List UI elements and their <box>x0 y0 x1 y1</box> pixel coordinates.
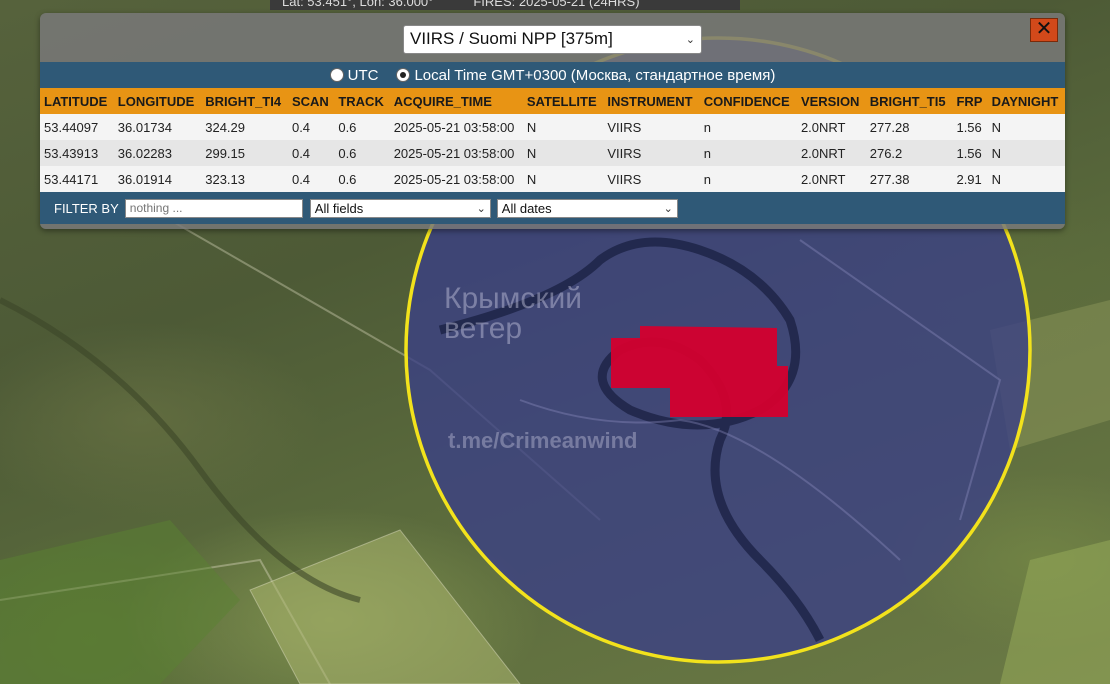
column-header-latitude[interactable]: LATITUDE <box>44 93 108 109</box>
column-header-scan[interactable]: SCAN <box>291 93 329 109</box>
column-header-instrument[interactable]: INSTRUMENT <box>607 93 693 109</box>
chevron-down-icon: ⌄ <box>476 202 486 215</box>
column-header-track[interactable]: TRACK <box>338 93 384 109</box>
popup-header: VIIRS / Suomi NPP [375m] ⌄ ✕ <box>40 13 1065 62</box>
cell-version: 2.0NRT <box>800 119 846 135</box>
chevron-down-icon: ⌄ <box>663 202 673 215</box>
cell-longitude: 36.01734 <box>117 119 172 135</box>
cell-frp: 1.56 <box>956 119 982 135</box>
cell-version: 2.0NRT <box>800 171 846 187</box>
close-icon: ✕ <box>1035 18 1053 40</box>
cell-scan: 0.4 <box>291 145 311 161</box>
column-header-confidence[interactable]: CONFIDENCE <box>703 93 790 109</box>
product-select-value: VIIRS / Suomi NPP [375m] <box>410 29 613 48</box>
cell-confidence: n <box>703 171 711 187</box>
watermark-handle: t.me/Crimeanwind <box>448 428 638 453</box>
cell-daynight: N <box>991 171 1002 187</box>
table-row[interactable]: 53.43913 36.02283 299.15 0.4 0.6 2025-05-21 0… <box>40 140 1065 166</box>
cell-daynight: N <box>991 145 1002 161</box>
cell-scan: 0.4 <box>291 171 311 187</box>
cell-bright-ti5: 277.38 <box>869 171 910 187</box>
utc-label: UTC <box>347 66 379 84</box>
utc-radio[interactable] <box>329 68 344 82</box>
cell-version: 2.0NRT <box>800 145 846 161</box>
cell-daynight: N <box>991 119 1002 135</box>
dates-select-value: All dates <box>501 200 552 216</box>
fires-label: FIRES: 2025-05-21 (24HRS) <box>473 0 640 9</box>
local-time-label: Local Time GMT+0300 (Москва, стандартное… <box>414 66 776 84</box>
cell-bright-ti5: 277.28 <box>869 119 910 135</box>
cell-bright-ti4: 324.29 <box>205 119 245 135</box>
status-strip: Lat: 53.451°, Lon: 36.000° FIRES: 2025-0… <box>270 0 740 10</box>
filter-bar: FILTER BY All fields ⌄ All dates ⌄ <box>40 192 1065 224</box>
table-row[interactable]: 53.44097 36.01734 324.29 0.4 0.6 2025-05-21 0… <box>40 114 1065 140</box>
table-body: 53.44097 36.01734 324.29 0.4 0.6 2025-05-21 0… <box>40 114 1065 192</box>
cell-scan: 0.4 <box>291 119 311 135</box>
cell-acquire-time: 2025-05-21 03:58:00 <box>393 145 515 161</box>
cell-latitude: 53.43913 <box>44 145 99 161</box>
dates-select[interactable]: All dates ⌄ <box>496 198 678 218</box>
cell-acquire-time: 2025-05-21 03:58:00 <box>393 171 515 187</box>
cell-satellite: N <box>526 145 537 161</box>
cell-track: 0.6 <box>338 145 357 161</box>
local-time-radio[interactable] <box>396 68 411 82</box>
fields-select-value: All fields <box>314 200 364 216</box>
fields-select[interactable]: All fields ⌄ <box>309 198 491 218</box>
chevron-down-icon: ⌄ <box>685 33 695 46</box>
cell-acquire-time: 2025-05-21 03:58:00 <box>393 119 515 135</box>
cell-frp: 1.56 <box>956 145 982 161</box>
cell-bright-ti4: 323.13 <box>205 171 245 187</box>
filter-input[interactable] <box>124 198 303 218</box>
cell-latitude: 53.44171 <box>44 171 99 187</box>
column-header-bright-ti4[interactable]: BRIGHT_TI4 <box>205 93 282 109</box>
cell-bright-ti5: 276.2 <box>869 145 903 161</box>
cell-satellite: N <box>526 119 537 135</box>
time-zone-selector: UTC Local Time GMT+0300 (Москва, стандар… <box>40 62 1065 88</box>
cell-satellite: N <box>526 171 537 187</box>
fire-details-popup: VIIRS / Suomi NPP [375m] ⌄ ✕ UTC Local T… <box>40 13 1065 229</box>
column-header-version[interactable]: VERSION <box>800 93 860 109</box>
local-time-option[interactable]: Local Time GMT+0300 (Москва, стандартное… <box>396 67 775 84</box>
river <box>438 237 825 643</box>
cell-instrument: VIIRS <box>607 145 642 161</box>
cell-instrument: VIIRS <box>607 171 642 187</box>
table-row[interactable]: 53.44171 36.01914 323.13 0.4 0.6 2025-05-21 0… <box>40 166 1065 192</box>
cell-track: 0.6 <box>338 171 357 187</box>
cell-confidence: n <box>703 119 711 135</box>
column-header-daynight[interactable]: DAYNIGHT <box>991 93 1059 109</box>
cell-latitude: 53.44097 <box>44 119 99 135</box>
cell-longitude: 36.01914 <box>117 171 172 187</box>
cell-track: 0.6 <box>338 119 357 135</box>
column-header-bright-ti5[interactable]: BRIGHT_TI5 <box>869 93 946 109</box>
fire-pixel-area <box>611 326 788 417</box>
utc-option[interactable]: UTC <box>329 66 379 84</box>
close-button[interactable]: ✕ <box>1030 18 1058 42</box>
filter-label: FILTER BY <box>54 200 119 216</box>
watermark-title: Крымский ветер <box>444 282 582 345</box>
cell-instrument: VIIRS <box>607 119 642 135</box>
column-header-acquire-time[interactable]: ACQUIRE_TIME <box>393 93 492 109</box>
fire-data-table: LATITUDE LONGITUDE BRIGHT_TI4 SCAN TRACK ACQU… <box>40 88 1065 192</box>
product-select[interactable]: VIIRS / Suomi NPP [375m] ⌄ <box>403 24 702 54</box>
cell-longitude: 36.02283 <box>117 145 172 161</box>
column-header-satellite[interactable]: SATELLITE <box>526 93 597 109</box>
cell-frp: 2.91 <box>956 171 982 187</box>
column-header-longitude[interactable]: LONGITUDE <box>117 93 195 109</box>
cell-confidence: n <box>703 145 711 161</box>
cursor-coords: Lat: 53.451°, Lon: 36.000° <box>282 0 434 9</box>
cell-bright-ti4: 299.15 <box>205 145 245 161</box>
table-header-row: LATITUDE LONGITUDE BRIGHT_TI4 SCAN TRACK ACQU… <box>40 88 1065 114</box>
column-header-frp[interactable]: FRP <box>956 93 983 109</box>
